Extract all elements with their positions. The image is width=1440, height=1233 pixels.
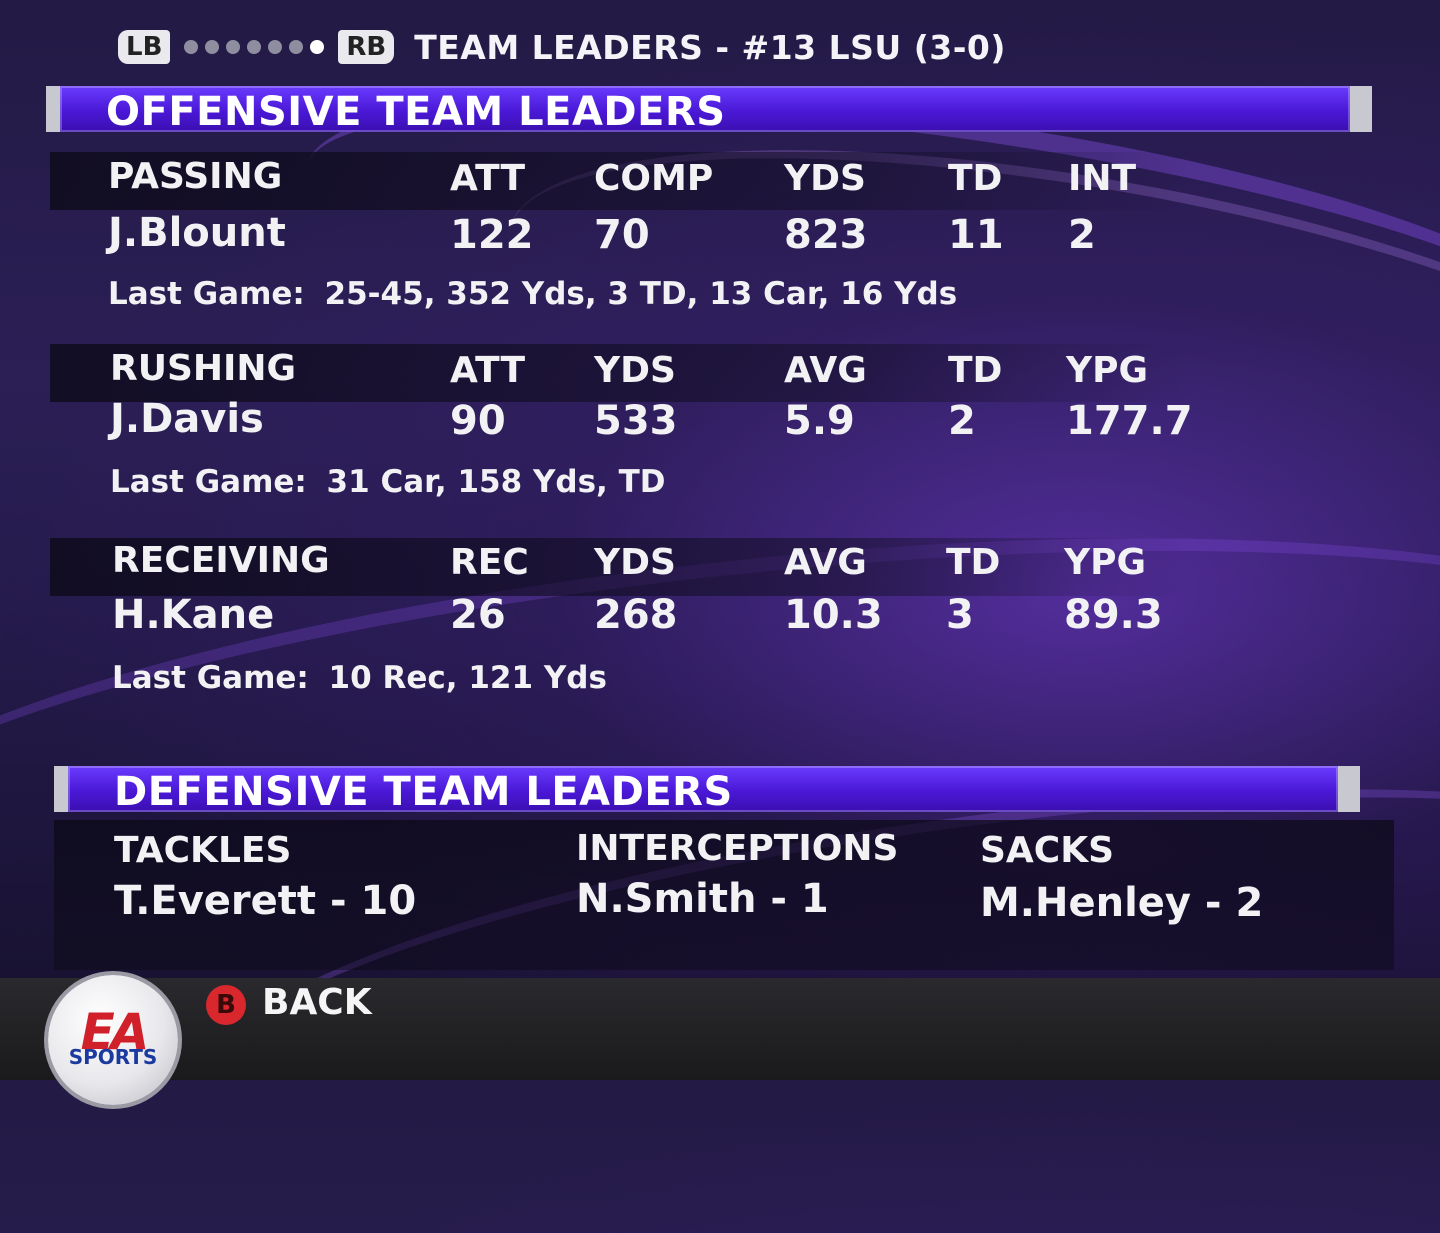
passing-label: PASSING	[108, 156, 283, 197]
passing-last-game-value: 25-45, 352 Yds, 3 TD, 13 Car, 16 Yds	[324, 276, 958, 312]
rushing-last-game: Last Game: 31 Car, 158 Yds, TD	[110, 464, 666, 500]
tackles-leader[interactable]: T.Everett - 10	[114, 878, 417, 924]
offensive-header-label: OFFENSIVE TEAM LEADERS	[106, 89, 726, 135]
receiving-col-yds: YDS	[594, 542, 676, 583]
receiving-col-rec: REC	[450, 542, 529, 583]
interceptions-leader[interactable]: N.Smith - 1	[576, 876, 829, 922]
page-dot	[289, 40, 304, 54]
page-dot	[184, 40, 199, 54]
rushing-value-ypg: 177.7	[1066, 398, 1193, 444]
ea-logo-letters: EA	[80, 1003, 150, 1061]
page-dot	[247, 40, 262, 54]
offensive-header-bar: OFFENSIVE TEAM LEADERS	[46, 86, 1372, 135]
rushing-col-ypg: YPG	[1066, 350, 1149, 391]
page-dot	[226, 40, 241, 54]
defensive-header-label: DEFENSIVE TEAM LEADERS	[114, 769, 733, 815]
page-dot-active	[310, 40, 325, 54]
passing-col-comp: COMP	[594, 158, 714, 199]
sacks-label: SACKS	[980, 830, 1115, 871]
ea-logo-sports: SPORTS	[68, 1045, 158, 1069]
rushing-label: RUSHING	[110, 348, 297, 389]
receiving-value-td: 3	[946, 592, 974, 638]
receiving-value-avg: 10.3	[784, 592, 883, 638]
receiving-last-game-label: Last Game:	[112, 660, 309, 696]
tackles-label: TACKLES	[114, 830, 292, 871]
rushing-col-yds: YDS	[594, 350, 676, 391]
receiving-col-ypg: YPG	[1064, 542, 1147, 583]
rushing-col-td: TD	[948, 350, 1003, 391]
receiving-value-yds: 268	[594, 592, 678, 638]
passing-last-game-label: Last Game:	[108, 276, 305, 312]
b-button-icon[interactable]: B	[206, 985, 246, 1025]
passing-value-att: 122	[450, 212, 534, 258]
rb-bumper-button[interactable]: RB	[338, 30, 395, 64]
passing-col-td: TD	[948, 158, 1003, 199]
top-bar: LB RB TEAM LEADERS - #13 LSU (3-0)	[118, 22, 1006, 72]
passing-value-td: 11	[948, 212, 1004, 258]
rushing-value-att: 90	[450, 398, 506, 444]
receiving-leader-name[interactable]: H.Kane	[112, 592, 275, 638]
receiving-col-avg: AVG	[784, 542, 867, 583]
rushing-col-att: ATT	[450, 350, 526, 391]
back-button-label[interactable]: BACK	[262, 982, 372, 1023]
passing-value-int: 2	[1068, 212, 1096, 258]
rushing-value-td: 2	[948, 398, 976, 444]
passing-value-yds: 823	[784, 212, 868, 258]
passing-col-att: ATT	[450, 158, 526, 199]
rushing-col-avg: AVG	[784, 350, 867, 391]
passing-col-yds: YDS	[784, 158, 866, 199]
page-title: TEAM LEADERS - #13 LSU (3-0)	[414, 27, 1006, 67]
passing-value-comp: 70	[594, 212, 650, 258]
rushing-value-avg: 5.9	[784, 398, 855, 444]
receiving-last-game: Last Game: 10 Rec, 121 Yds	[112, 660, 607, 696]
page-dot	[205, 40, 220, 54]
page-dot	[268, 40, 283, 54]
receiving-value-ypg: 89.3	[1064, 592, 1163, 638]
rushing-last-game-label: Last Game:	[110, 464, 307, 500]
passing-last-game: Last Game: 25-45, 352 Yds, 3 TD, 13 Car,…	[108, 276, 957, 312]
receiving-label: RECEIVING	[112, 540, 330, 581]
ea-sports-logo: EA SPORTS	[48, 975, 178, 1105]
page-indicator	[184, 40, 325, 54]
passing-leader-name[interactable]: J.Blount	[108, 210, 286, 256]
receiving-last-game-value: 10 Rec, 121 Yds	[328, 660, 607, 696]
sacks-leader[interactable]: M.Henley - 2	[980, 880, 1264, 926]
rushing-last-game-value: 31 Car, 158 Yds, TD	[326, 464, 666, 500]
rushing-leader-name[interactable]: J.Davis	[110, 396, 264, 442]
defensive-panel	[54, 820, 1394, 970]
interceptions-label: INTERCEPTIONS	[576, 828, 899, 869]
rushing-value-yds: 533	[594, 398, 678, 444]
lb-bumper-button[interactable]: LB	[118, 30, 171, 64]
receiving-value-rec: 26	[450, 592, 506, 638]
receiving-col-td: TD	[946, 542, 1001, 583]
defensive-header-bar: DEFENSIVE TEAM LEADERS	[54, 766, 1360, 815]
passing-col-int: INT	[1068, 158, 1137, 199]
